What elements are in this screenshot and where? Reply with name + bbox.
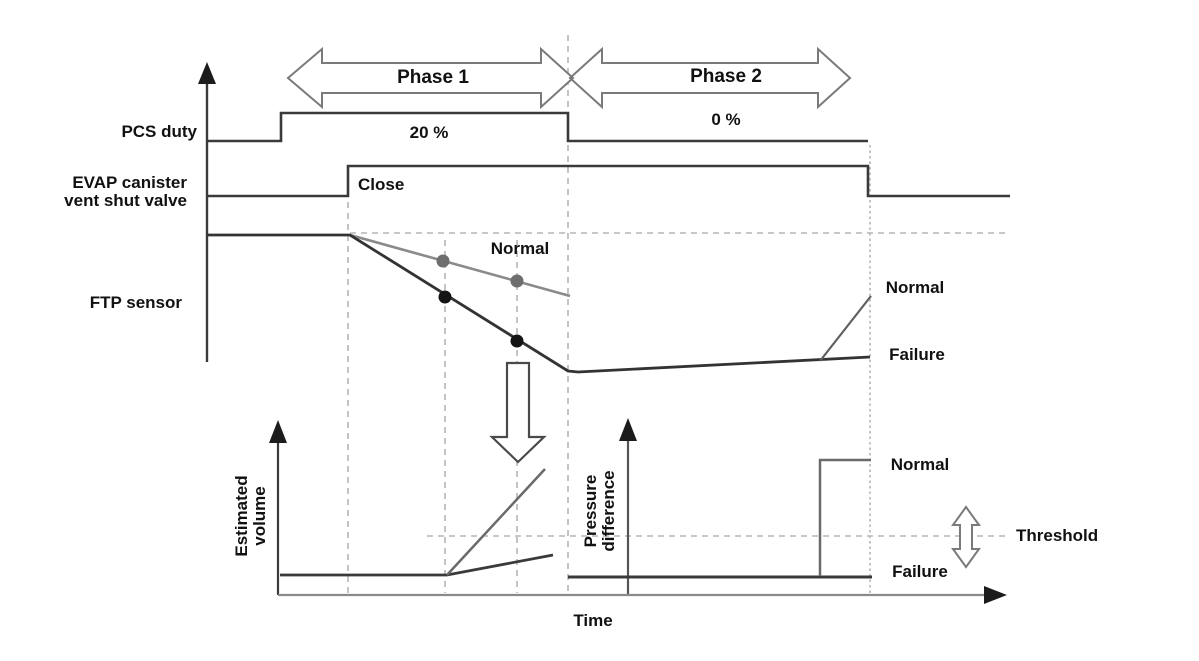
time-axis-label: Time	[573, 611, 613, 630]
evap-valve-trace	[207, 164, 1010, 198]
ftp-sample-points	[436, 254, 524, 348]
estimated-volume-axis	[269, 420, 287, 595]
ftp-failure-trace	[207, 233, 871, 374]
time-axis-arrowhead-icon	[984, 586, 1007, 604]
failure-sample-dot-2	[510, 334, 524, 348]
estimated-volume-axis-label-line1: Estimated	[232, 475, 251, 557]
main-axis-arrowhead-icon	[198, 62, 216, 84]
time-axis	[278, 586, 1007, 604]
pressure-normal-label: Normal	[890, 455, 950, 474]
threshold-range-arrow-icon	[951, 505, 981, 569]
ftp-failure-label: Failure	[889, 345, 945, 364]
main-vertical-axis	[198, 62, 216, 362]
pcs-duty-trace	[207, 111, 868, 143]
emphasis-down-arrow-icon	[489, 361, 547, 464]
normal-sample-dot-2	[510, 274, 524, 288]
pressure-difference-axis-label: Pressure difference	[581, 470, 618, 552]
estimated-volume-failure-trace	[280, 553, 554, 577]
pressure-difference-axis-label-line2: difference	[599, 470, 618, 552]
threshold-label: Threshold	[1016, 526, 1099, 545]
ftp-normal-recovery-trace	[819, 295, 872, 362]
phase1-label: Phase 1	[397, 67, 469, 88]
ftp-sensor-label: FTP sensor	[89, 293, 182, 312]
pcs-duty-phase2-value: 0 %	[711, 110, 741, 129]
estimated-volume-axis-label-line2: volume	[250, 486, 269, 546]
pressure-difference-normal-trace	[818, 458, 871, 576]
pressure-difference-axis	[619, 418, 637, 595]
ftp-normal-label: Normal	[885, 278, 945, 297]
estimated-volume-axis-label: Estimated volume	[232, 475, 269, 557]
pressure-difference-axis-arrowhead-icon	[619, 418, 637, 441]
normal-sample-dot-1	[436, 254, 450, 268]
phase2-arrow-icon	[568, 46, 852, 110]
evap-valve-label-line2: vent shut valve	[64, 191, 187, 210]
evap-valve-close-label: Close	[358, 175, 405, 194]
estimated-volume-axis-arrowhead-icon	[269, 420, 287, 443]
pcs-duty-label: PCS duty	[121, 122, 197, 141]
phase-arrows	[286, 46, 852, 110]
pressure-difference-axis-label-line1: Pressure	[581, 474, 600, 548]
estimated-volume-normal-trace	[446, 468, 546, 576]
evap-valve-label-line1: EVAP canister	[72, 173, 187, 192]
ftp-normal-phase1-label: Normal	[490, 239, 550, 258]
pcs-duty-phase1-value: 20 %	[409, 123, 449, 142]
failure-sample-dot-1	[438, 290, 452, 304]
phase2-label: Phase 2	[690, 66, 762, 87]
reference-grid	[347, 35, 1008, 596]
evap-valve-label: EVAP canister vent shut valve	[40, 174, 187, 210]
ftp-normal-trace-phase1	[349, 233, 571, 298]
phase1-arrow-icon	[286, 46, 575, 110]
pressure-failure-label: Failure	[892, 562, 948, 581]
